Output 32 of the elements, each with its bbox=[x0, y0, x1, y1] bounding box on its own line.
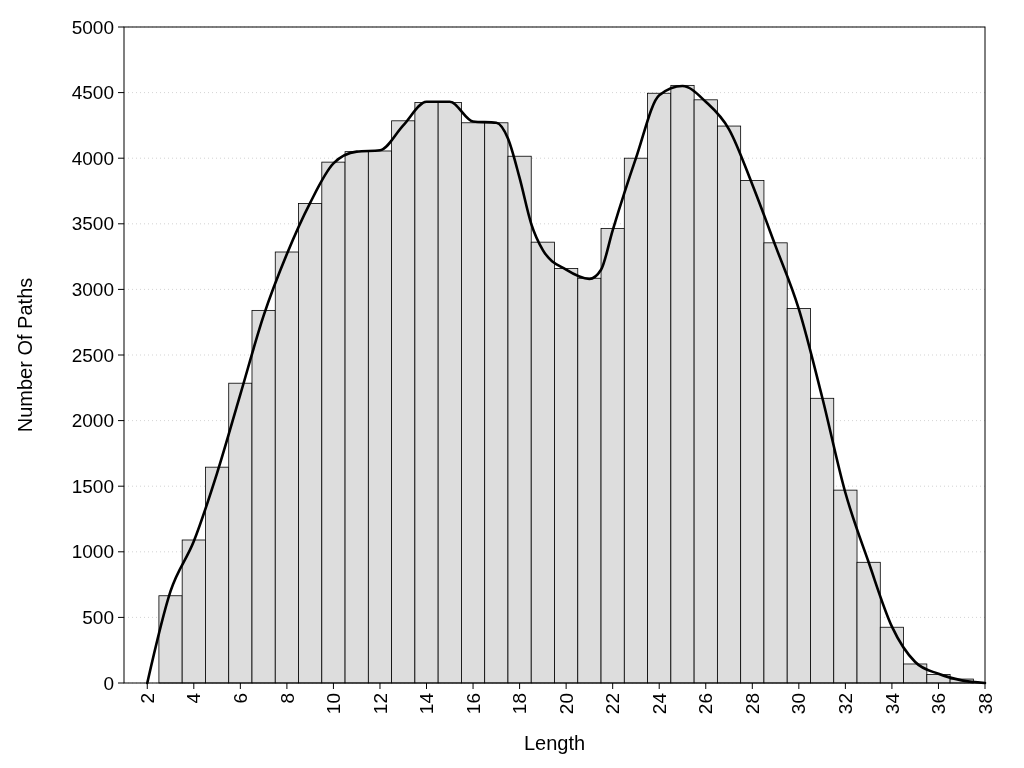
y-tick-label: 2000 bbox=[71, 410, 114, 432]
x-tick-label: 12 bbox=[369, 693, 391, 715]
x-tick-label: 28 bbox=[741, 693, 763, 715]
y-tick-label: 3500 bbox=[71, 213, 114, 235]
x-tick-label: 36 bbox=[928, 693, 950, 715]
x-tick-label: 14 bbox=[416, 692, 438, 715]
x-tick-label: 26 bbox=[695, 693, 717, 715]
x-tick-label: 18 bbox=[509, 693, 531, 715]
x-tick-label: 22 bbox=[602, 693, 624, 715]
x-tick-label: 30 bbox=[788, 693, 810, 715]
y-tick-label: 5000 bbox=[71, 16, 114, 38]
x-tick-label: 32 bbox=[835, 693, 857, 715]
y-tick-label: 500 bbox=[82, 607, 114, 629]
x-tick-label: 16 bbox=[462, 693, 484, 715]
x-tick-label: 24 bbox=[648, 692, 670, 715]
y-tick-label: 4000 bbox=[71, 147, 114, 169]
x-tick-label: 4 bbox=[183, 692, 205, 704]
x-tick-label: 38 bbox=[974, 693, 996, 715]
y-tick-label: 1000 bbox=[71, 541, 114, 563]
y-tick-label: 4500 bbox=[71, 82, 114, 104]
x-tick-label: 10 bbox=[323, 693, 345, 715]
y-tick-label: 2500 bbox=[71, 344, 114, 366]
y-axis-title: Number Of Paths bbox=[14, 277, 36, 433]
y-tick-label: 3000 bbox=[71, 279, 114, 301]
y-tick-label: 1500 bbox=[71, 475, 114, 497]
x-tick-label: 2 bbox=[136, 693, 158, 704]
x-tick-label: 6 bbox=[230, 693, 251, 704]
x-tick-label: 20 bbox=[555, 693, 577, 715]
x-tick-label: 34 bbox=[881, 692, 903, 715]
x-axis-title: Length bbox=[523, 732, 586, 754]
x-tick-label: 8 bbox=[276, 693, 298, 704]
y-tick-label: 0 bbox=[103, 672, 114, 694]
